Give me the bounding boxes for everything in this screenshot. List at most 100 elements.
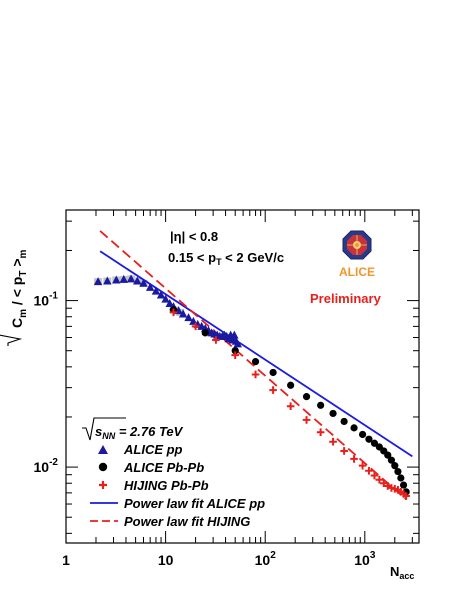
- ylabel-t-sub: T: [18, 271, 29, 277]
- point-alice-pp: [126, 274, 136, 283]
- pt-cut-sub: T: [216, 257, 222, 267]
- fit-lines: [99, 230, 413, 501]
- point-alice-pbpb: [251, 358, 260, 366]
- x-tick-label-base: 10: [158, 552, 174, 568]
- point-hijing: [269, 386, 277, 394]
- point-hijing: [370, 471, 379, 480]
- xlabel-main: N: [390, 564, 399, 579]
- point-hijing: [350, 455, 358, 463]
- point-alice-pp: [93, 277, 103, 286]
- point-hijing: [379, 479, 388, 488]
- fit-line-hijing: [99, 230, 407, 501]
- point-alice-pp: [156, 290, 166, 299]
- ylabel-m-sub2: m: [18, 249, 29, 258]
- point-hijing: [251, 370, 260, 379]
- legend-label-3: Power law fit ALICE pp: [124, 496, 265, 511]
- y-tick-label-exp: -1: [49, 291, 58, 302]
- ylabel-c: C: [9, 318, 25, 328]
- point-alice-pp: [233, 339, 242, 348]
- svg-text:Cm / < pT >m: Cm / < pT >m: [9, 249, 29, 328]
- legend-label-1: ALICE Pb-Pb: [123, 460, 204, 475]
- ylabel-close: >: [9, 258, 25, 270]
- ylabel-mid: / < p: [9, 277, 25, 309]
- point-hijing: [191, 322, 200, 331]
- alice-logo: ALICE: [339, 230, 375, 279]
- y-tick-label-base: 10: [34, 459, 50, 475]
- x-tick-label: 1: [62, 552, 70, 568]
- x-tick-label: 103: [354, 550, 376, 568]
- point-hijing: [358, 461, 367, 470]
- point-alice-pbpb: [269, 368, 277, 377]
- point-alice-pp: [151, 286, 161, 295]
- point-alice-pbpb: [358, 430, 367, 439]
- pt-cut-1: 0.15 < p: [168, 250, 216, 265]
- x-tick-label-base: 10: [354, 552, 370, 568]
- point-alice-pp: [161, 294, 170, 303]
- point-alice-pbpb: [302, 393, 311, 401]
- y-tick-label-exp: -2: [49, 457, 58, 468]
- y-tick-label: 10-2: [34, 457, 59, 475]
- y-tick-label-base: 10: [34, 293, 50, 309]
- data-points: [93, 274, 410, 500]
- x-tick-label-exp: 2: [270, 550, 276, 561]
- point-hijing: [169, 308, 178, 317]
- legend-marker-cross: [99, 481, 107, 489]
- point-alice-pbpb: [201, 329, 209, 337]
- point-hijing: [316, 428, 325, 437]
- point-hijing: [286, 402, 295, 411]
- point-hijing: [340, 447, 348, 455]
- point-alice-pp: [184, 313, 193, 322]
- point-alice-pbpb: [391, 462, 399, 470]
- point-alice-pp: [139, 278, 148, 287]
- point-alice-pp: [230, 330, 239, 339]
- y-axis-label: Cm / < pT >m: [0, 249, 29, 346]
- point-hijing: [365, 466, 373, 475]
- point-alice-pp: [133, 276, 142, 285]
- point-alice-pbpb: [317, 401, 325, 409]
- point-alice-pbpb: [397, 474, 405, 482]
- y-tick-label: 10-1: [34, 291, 59, 309]
- point-alice-pbpb: [394, 467, 402, 476]
- point-hijing: [231, 351, 240, 359]
- eta-cut-annotation: |η| < 0.8: [170, 229, 218, 244]
- legend-label-0: ALICE pp: [123, 442, 183, 457]
- point-hijing: [302, 416, 311, 424]
- legend-marker-circle: [98, 462, 108, 472]
- plot-frame: [65, 209, 420, 544]
- x-tick-label-exp: 3: [370, 550, 376, 561]
- point-alice-pbpb: [350, 424, 358, 432]
- energy-annotation: sNN = 2.76 TeV: [82, 417, 184, 441]
- point-hijing: [375, 475, 384, 484]
- point-alice-pbpb: [399, 481, 408, 489]
- energy-value: = 2.76 TeV: [115, 424, 183, 439]
- point-alice-pp: [145, 282, 155, 291]
- alice-logo-text: ALICE: [339, 265, 375, 279]
- legend-label-4: Power law fit HIJING: [124, 514, 250, 529]
- energy-s: s: [95, 424, 102, 439]
- point-alice-pbpb: [365, 435, 373, 443]
- preliminary-label: Preliminary: [310, 291, 382, 306]
- svg-text:sNN = 2.76 TeV: sNN = 2.76 TeV: [95, 424, 184, 441]
- point-alice-pbpb: [287, 381, 295, 389]
- point-alice-pp: [112, 275, 121, 284]
- point-alice-pbpb: [387, 456, 396, 464]
- fit-line-alice-pp: [99, 250, 413, 458]
- legend: ALICE pp ALICE Pb-Pb HIJING Pb-Pb Power …: [90, 442, 265, 529]
- xlabel-sub: acc: [399, 571, 414, 581]
- point-alice-pbpb: [231, 347, 239, 355]
- point-alice-pbpb: [384, 451, 392, 459]
- ylabel-m-sub: m: [18, 309, 29, 318]
- energy-nn-sub: NN: [102, 431, 115, 441]
- point-hijing: [402, 492, 410, 500]
- x-tick-label-base: 10: [255, 552, 271, 568]
- pt-cut-annotation: 0.15 < pT < 2 GeV/c: [168, 250, 284, 267]
- point-alice-pp: [165, 299, 174, 308]
- x-tick-label: 102: [255, 550, 277, 568]
- x-axis-label: Nacc: [390, 564, 414, 581]
- legend-label-2: HIJING Pb-Pb: [124, 478, 209, 493]
- point-alice-pbpb: [329, 409, 337, 418]
- point-alice-pp: [119, 274, 128, 283]
- x-tick-label-base: 1: [62, 552, 70, 568]
